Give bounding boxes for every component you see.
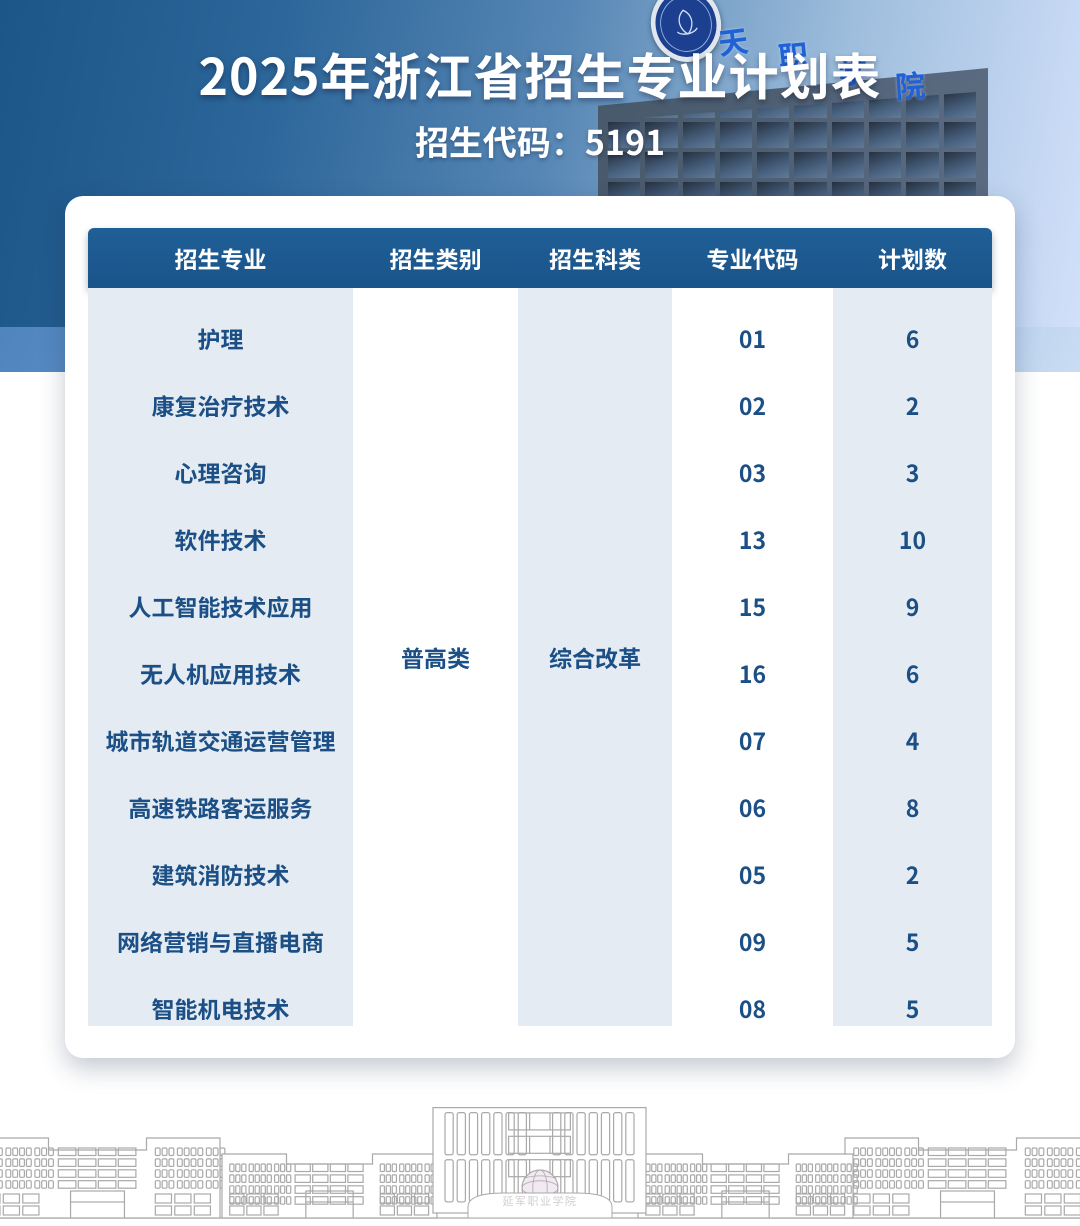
svg-text:延军职业学院: 延军职业学院 xyxy=(503,1193,578,1209)
